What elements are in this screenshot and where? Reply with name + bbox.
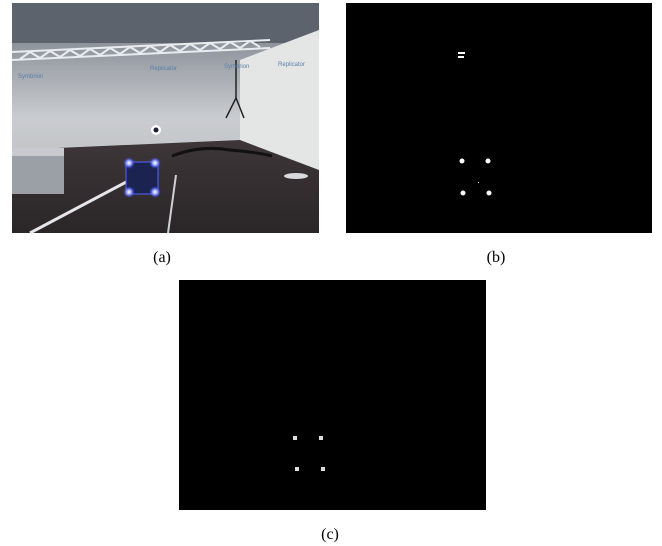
caption: (a) <box>153 249 171 266</box>
caption: (c) <box>321 526 339 543</box>
page: Symbrion Replicator Symbrion Replicator <box>0 0 662 546</box>
detection-image <box>179 280 486 510</box>
threshold-image <box>346 3 652 233</box>
scene-text: Symbrion <box>224 64 249 70</box>
caption: (b) <box>487 249 506 266</box>
figure: Symbrion Replicator Symbrion Replicator <box>0 0 662 546</box>
scene-text: Replicator <box>278 62 305 68</box>
scene-text: Replicator <box>150 66 177 72</box>
scene-text: Symbrion <box>18 74 43 80</box>
photo: Symbrion Replicator Symbrion Replicator <box>12 3 319 233</box>
